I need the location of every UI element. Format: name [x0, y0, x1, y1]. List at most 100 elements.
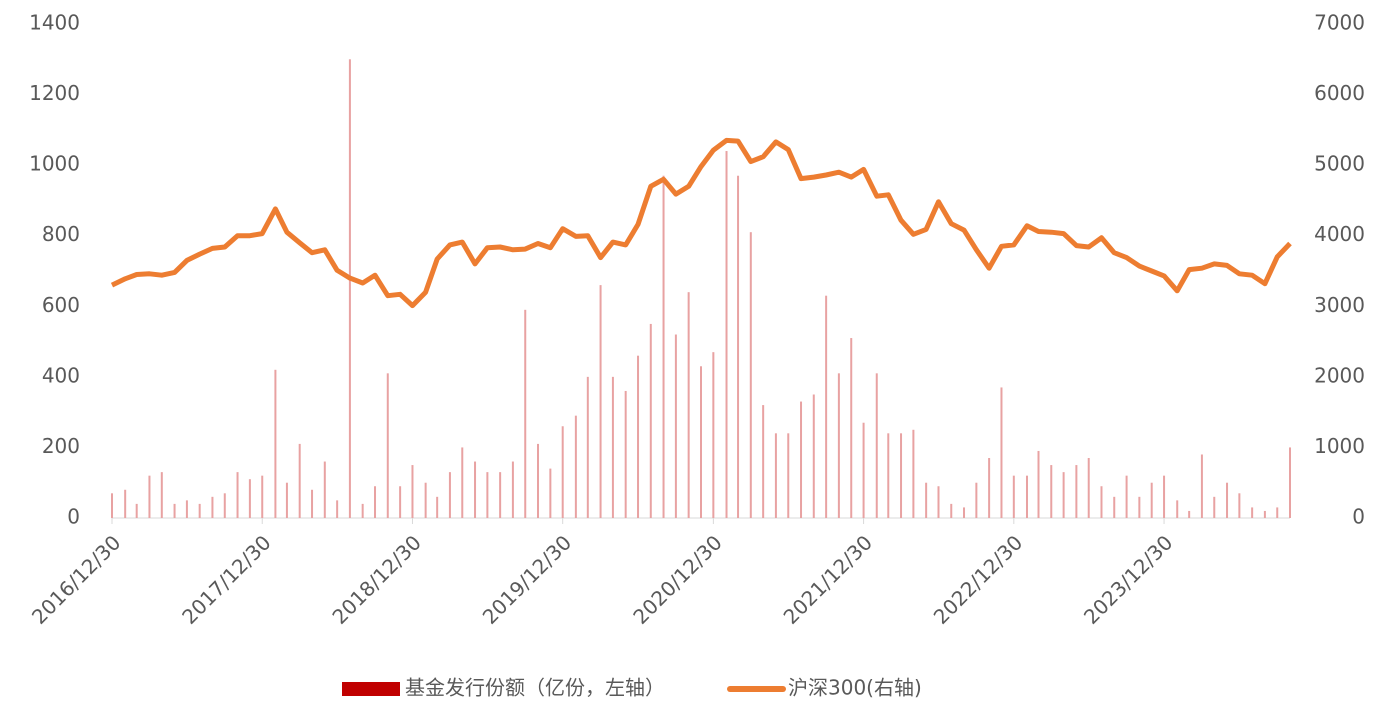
- bar: [348, 59, 351, 519]
- legend-label: 沪深300(右轴): [788, 676, 922, 700]
- bar: [762, 405, 765, 518]
- bar: [624, 390, 627, 518]
- line: [110, 137, 1292, 309]
- bar: [900, 433, 903, 518]
- bar: [611, 376, 614, 518]
- bar: [1075, 465, 1078, 518]
- x-tick-label: 2018/12/30: [327, 530, 425, 628]
- bar: [925, 482, 928, 518]
- bar: [637, 355, 640, 518]
- bar: [124, 489, 127, 518]
- y2-tick-label: 0: [1352, 505, 1365, 529]
- x-tick-label: 2019/12/30: [478, 530, 576, 628]
- bar: [1276, 507, 1279, 518]
- bar: [111, 493, 113, 518]
- bar: [323, 461, 326, 518]
- bar: [700, 366, 702, 518]
- bar: [1200, 454, 1203, 518]
- legend-swatch: [342, 682, 400, 696]
- bar: [424, 482, 427, 518]
- bar: [837, 373, 840, 518]
- bar: [374, 486, 377, 518]
- bar: [1138, 496, 1141, 518]
- bar: [1163, 475, 1166, 518]
- bar: [950, 503, 953, 518]
- bar: [850, 338, 853, 518]
- y2-tick-label: 3000: [1314, 293, 1365, 317]
- bar: [223, 493, 226, 518]
- bar: [887, 433, 890, 518]
- bar: [160, 472, 163, 518]
- bar: [185, 500, 188, 518]
- bar: [988, 458, 991, 518]
- bar: [173, 503, 176, 518]
- bar: [511, 461, 514, 518]
- bar: [725, 151, 728, 518]
- x-tick-label: 2021/12/30: [779, 530, 877, 628]
- y2-tick-label: 5000: [1314, 152, 1365, 176]
- bar: [436, 496, 439, 518]
- bar: [1238, 493, 1241, 518]
- bar: [599, 285, 602, 518]
- y-tick-label: 1000: [29, 152, 80, 176]
- bar: [1150, 482, 1153, 518]
- bar: [1087, 458, 1090, 518]
- bar: [1176, 500, 1179, 518]
- x-tick-label: 2020/12/30: [628, 530, 726, 628]
- bar: [1251, 507, 1254, 518]
- bar: [248, 479, 251, 518]
- y-tick-label: 400: [42, 363, 80, 387]
- bar: [586, 376, 589, 518]
- bar: [1000, 387, 1003, 518]
- bar: [336, 500, 339, 518]
- y2-tick-label: 6000: [1314, 81, 1365, 105]
- bar: [1226, 482, 1229, 518]
- bar: [1037, 450, 1040, 518]
- bar: [499, 472, 502, 518]
- bar: [1289, 447, 1291, 518]
- bar: [1188, 510, 1191, 518]
- bar: [298, 443, 301, 518]
- bar: [549, 468, 552, 518]
- bar: [474, 461, 477, 518]
- bar: [862, 422, 865, 518]
- bar: [1050, 465, 1053, 518]
- bar: [800, 401, 803, 518]
- y2-tick-label: 7000: [1314, 11, 1365, 35]
- bar: [537, 443, 540, 518]
- bar: [1213, 496, 1216, 518]
- y-tick-label: 1200: [29, 81, 80, 105]
- bar: [1125, 475, 1128, 518]
- bar: [285, 482, 288, 518]
- x-tick-label: 2017/12/30: [177, 530, 275, 628]
- bar: [399, 486, 402, 518]
- x-tick-label: 2023/12/30: [1079, 530, 1177, 628]
- bar: [311, 489, 314, 518]
- y-tick-label: 0: [67, 505, 80, 529]
- bar: [198, 503, 201, 518]
- bar: [211, 496, 214, 518]
- y2-tick-label: 4000: [1314, 222, 1365, 246]
- bar: [1062, 472, 1065, 518]
- bar: [461, 447, 464, 518]
- bar: [574, 415, 577, 518]
- bar: [361, 503, 364, 518]
- y2-tick-label: 2000: [1314, 363, 1365, 387]
- bar: [148, 475, 151, 518]
- bar: [1025, 475, 1028, 518]
- bar: [1100, 486, 1103, 518]
- bar: [912, 429, 915, 518]
- bar: [1012, 475, 1015, 518]
- bar: [561, 426, 564, 518]
- bar: [963, 507, 966, 518]
- bar: [135, 503, 138, 518]
- bar: [975, 482, 978, 518]
- bar: [448, 472, 451, 518]
- bar: [1263, 510, 1266, 518]
- bar: [787, 433, 790, 518]
- y2-tick-label: 1000: [1314, 434, 1365, 458]
- bar: [274, 369, 277, 518]
- bar: [712, 352, 715, 518]
- y-tick-label: 200: [42, 434, 80, 458]
